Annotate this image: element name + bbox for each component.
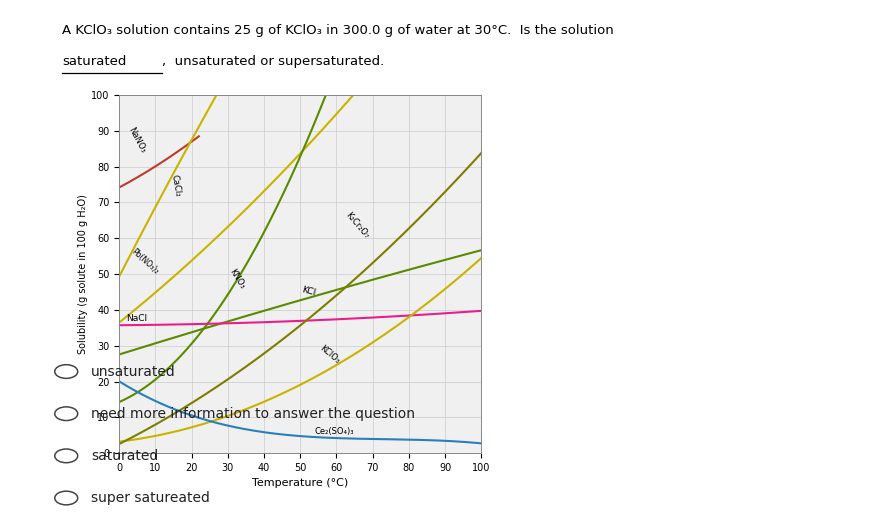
Text: NaNO₃: NaNO₃ (126, 125, 147, 154)
Text: unsaturated: unsaturated (91, 365, 176, 378)
Text: need more information to answer the question: need more information to answer the ques… (91, 407, 415, 421)
Text: Pb(NO₃)₂: Pb(NO₃)₂ (130, 247, 161, 276)
Text: KCl: KCl (300, 285, 316, 298)
Text: saturated: saturated (62, 55, 126, 69)
Text: Ce₂(SO₄)₃: Ce₂(SO₄)₃ (314, 426, 354, 435)
Text: ,  unsaturated or supersaturated.: , unsaturated or supersaturated. (162, 55, 385, 69)
Text: CaCl₂: CaCl₂ (170, 173, 183, 197)
Text: super satureated: super satureated (91, 491, 210, 505)
Text: saturated: saturated (91, 449, 158, 463)
X-axis label: Temperature (°C): Temperature (°C) (252, 479, 349, 489)
Text: KClO₃: KClO₃ (319, 344, 342, 366)
Text: KNO₃: KNO₃ (228, 267, 247, 290)
Text: NaCl: NaCl (126, 314, 147, 324)
Y-axis label: Solubility (g solute in 100 g H₂O): Solubility (g solute in 100 g H₂O) (79, 194, 88, 354)
Text: A KClO₃ solution contains 25 g of KClO₃ in 300.0 g of water at 30°C.  Is the sol: A KClO₃ solution contains 25 g of KClO₃ … (62, 24, 614, 37)
Text: K₂Cr₂O₇: K₂Cr₂O₇ (343, 210, 371, 240)
